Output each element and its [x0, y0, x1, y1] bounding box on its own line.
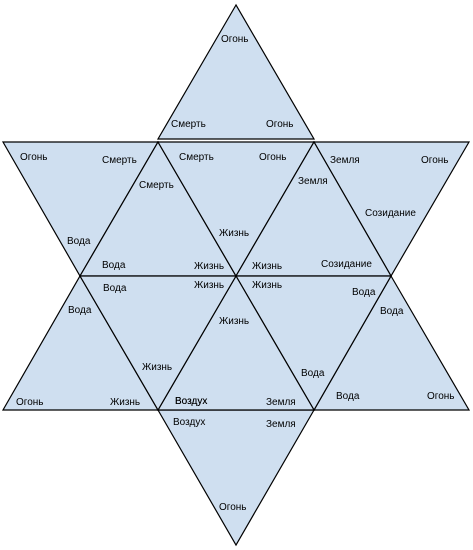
label-ul-left: Огонь — [20, 152, 48, 163]
label-ib-topleft: Жизнь — [194, 280, 225, 291]
label-bot-right: Земля — [266, 419, 296, 430]
label-iur-right: Созидание — [321, 259, 372, 270]
label-ll-right: Жизнь — [110, 397, 141, 408]
label-ilr-right: Вода — [352, 287, 376, 298]
label-ib-left: Воздух — [175, 396, 208, 407]
label-ll-top: Вода — [68, 305, 92, 316]
label-top-left: Смерть — [171, 119, 206, 130]
triangle-top — [156, 3, 316, 140]
label-ur-bottom: Созидание — [365, 208, 416, 219]
label-iur-left: Жизнь — [252, 261, 283, 272]
label-top-apex: Огонь — [221, 34, 249, 45]
label-iul-top: Смерть — [139, 180, 174, 191]
label-ib-right: Земля — [266, 397, 296, 408]
label-bot-left: Воздух — [173, 417, 206, 428]
label-ul-bottom: Вода — [67, 236, 91, 247]
label-ib-top: Жизнь — [219, 316, 250, 327]
label-ill-corner: Воздух — [175, 396, 208, 407]
triangle-inner-lower-left — [78, 275, 238, 412]
label-it-left: Смерть — [179, 152, 214, 163]
label-lr-right: Огонь — [427, 391, 455, 402]
label-it-bottom: Жизнь — [219, 228, 250, 239]
label-iul-left: Вода — [102, 260, 126, 271]
label-lr-top: Вода — [380, 306, 404, 317]
label-ilr-bottom: Вода — [301, 368, 325, 379]
label-iur-top: Земля — [298, 176, 328, 187]
label-ill-bottom: Жизнь — [142, 362, 173, 373]
label-it-right: Огонь — [259, 152, 287, 163]
label-bot-apex: Огонь — [219, 502, 247, 513]
label-ur-right: Огонь — [421, 155, 449, 166]
label-ilr-left: Жизнь — [252, 280, 283, 291]
label-ll-left: Огонь — [16, 397, 44, 408]
label-top-right: Огонь — [266, 119, 294, 130]
label-ur-left: Земля — [330, 155, 360, 166]
label-lr-left: Вода — [336, 391, 360, 402]
label-ul-right: Смерть — [102, 155, 137, 166]
label-iul-right: Жизнь — [194, 261, 225, 272]
label-ill-left: Вода — [103, 283, 127, 294]
